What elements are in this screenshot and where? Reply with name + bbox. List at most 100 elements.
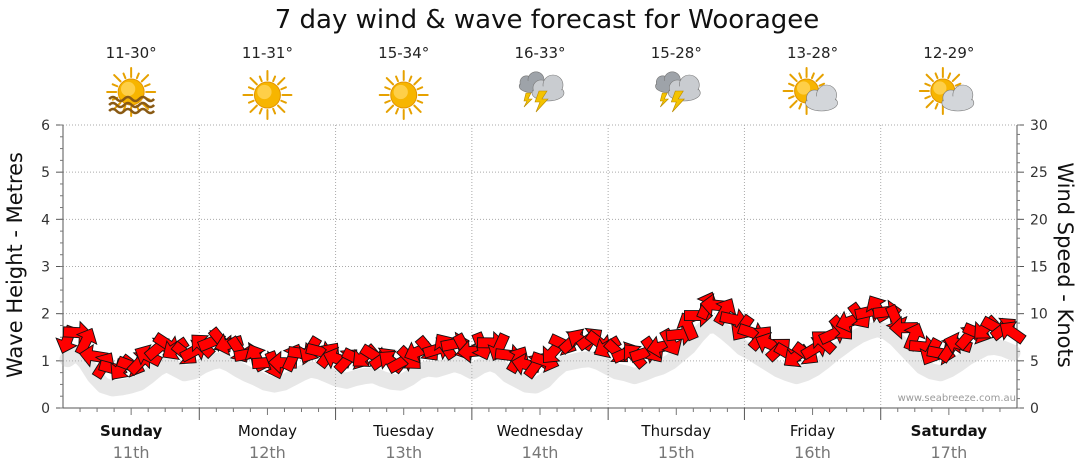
left-tick-label: 2 [41, 307, 50, 323]
sun-ray [249, 104, 258, 113]
day-name-label: Monday [238, 422, 297, 440]
partly-cloudy-icon [918, 67, 975, 115]
sun-highlight [796, 81, 811, 95]
day-labels: Sunday 11th Monday 12th Tuesday 13th Wednesday… [100, 422, 987, 462]
sun-ray [280, 86, 287, 91]
sun-ray [258, 75, 263, 83]
temp-range-label: 15-28° [651, 44, 702, 62]
weather-icons [106, 67, 975, 120]
left-tick-label: 4 [41, 212, 50, 228]
partly-cloudy-icon [782, 67, 838, 115]
sun-ray [408, 75, 413, 83]
left-tick-label: 1 [41, 354, 50, 370]
sun-ray [280, 99, 287, 104]
sun-icon [242, 70, 293, 120]
arrow-shadow-band [59, 317, 1021, 397]
lightning-bolt [670, 90, 685, 113]
wind-arrow [659, 327, 683, 356]
day-date-label: 12th [249, 443, 286, 462]
sun-ray [925, 99, 934, 109]
right-tick-label: 5 [1030, 354, 1039, 370]
day-name-label: Wednesday [497, 422, 584, 440]
left-tick-label: 3 [41, 260, 50, 276]
sun-ray [249, 77, 258, 86]
day-date-label: 15th [658, 443, 695, 462]
sun-ray [416, 99, 424, 104]
sun-ray [144, 83, 151, 88]
sun-ray [247, 99, 255, 104]
sun-highlight [257, 84, 272, 100]
day-name-label: Sunday [100, 422, 163, 440]
sun-ray [789, 99, 798, 109]
right-tick-label: 0 [1030, 401, 1039, 417]
temp-range-label: 13-28° [787, 44, 838, 62]
day-date-label: 14th [522, 443, 559, 462]
sun-ray [272, 75, 277, 83]
day-date-label: 13th [385, 443, 422, 462]
arrow-shadows [59, 317, 1021, 397]
cloud-fill [806, 96, 837, 110]
lightning-bolt [523, 92, 533, 108]
sun-ray [277, 104, 286, 113]
sun-ray [113, 74, 122, 83]
sun-highlight [933, 81, 947, 95]
sun-ray [954, 82, 962, 87]
right-tick-label: 25 [1030, 165, 1048, 181]
sun-haze-icon [106, 67, 157, 117]
haze-wave [108, 95, 156, 103]
lightning-bolt [534, 90, 549, 113]
thunderstorm-icon [518, 71, 565, 113]
sun-ray [815, 73, 824, 83]
sun-ray [111, 83, 119, 88]
sun-ray [384, 86, 391, 91]
temp-range-label: 12-29° [923, 44, 974, 62]
sun-ray [135, 72, 140, 80]
temperature-labels: 11-30° 11-31° 15-34° 16-33° 15-28° 13-28° 12-2… [106, 44, 975, 62]
sun-ray [924, 82, 931, 87]
right-tick-label: 10 [1030, 307, 1048, 323]
gridlines [63, 124, 1017, 408]
sun-ray [798, 102, 803, 110]
sun-ray [924, 95, 931, 100]
day-name-label: Saturday [911, 422, 988, 440]
lightning-bolt [659, 92, 670, 108]
sun-ray [818, 82, 826, 87]
day-date-label: 17th [930, 443, 967, 462]
sun-ray [277, 77, 286, 86]
sun-ray [384, 99, 391, 104]
temp-range-label: 15-34° [378, 44, 429, 62]
day-name-label: Friday [790, 422, 836, 440]
sun-ray [789, 73, 798, 83]
sun-ray [951, 73, 961, 83]
sun-ray [934, 72, 939, 80]
haze-wave [108, 107, 156, 115]
sun-ray [798, 72, 803, 80]
sun-ray [258, 107, 263, 115]
cloud-fill [942, 96, 973, 110]
sun-highlight [120, 81, 136, 97]
temp-range-label: 16-33° [514, 44, 565, 62]
wind-arrows [55, 291, 1027, 381]
wind-arrow [999, 321, 1027, 345]
left-tick-label: 5 [41, 165, 50, 181]
sun-highlight [393, 84, 408, 100]
sun-ray [140, 74, 150, 83]
wind-arrow [888, 315, 919, 340]
sun-ray [122, 72, 127, 80]
sun-ray [788, 95, 795, 100]
credit-text: www.seabreeze.com.au [898, 393, 1016, 404]
sun-ray [947, 72, 952, 80]
temp-range-label: 11-31° [242, 44, 293, 62]
left-tick-label: 6 [41, 118, 50, 134]
right-tick-label: 20 [1030, 212, 1048, 228]
chart-title: 7 day wind & wave forecast for Wooragee [275, 5, 820, 35]
sun-ray [413, 77, 422, 86]
sun-icon [378, 70, 429, 120]
sun-ray [395, 75, 399, 83]
sun-ray [788, 82, 795, 87]
sun-ray [408, 107, 413, 115]
day-date-label: 11th [113, 443, 150, 462]
sun-ray [247, 86, 255, 91]
sun-ray [416, 86, 424, 91]
